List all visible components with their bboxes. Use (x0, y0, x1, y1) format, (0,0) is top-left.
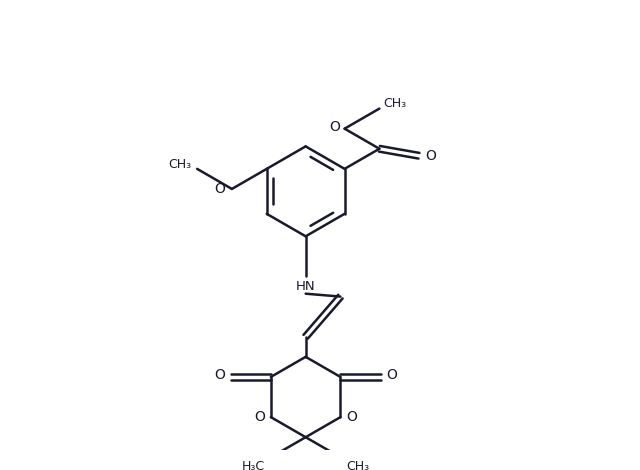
Text: O: O (254, 410, 265, 424)
Text: O: O (387, 368, 397, 382)
Text: CH₃: CH₃ (168, 157, 191, 171)
Text: O: O (346, 410, 357, 424)
Text: O: O (425, 149, 436, 163)
Text: CH₃: CH₃ (346, 460, 369, 470)
Text: O: O (214, 182, 225, 196)
Text: H₃C: H₃C (242, 460, 265, 470)
Text: O: O (330, 120, 340, 134)
Text: O: O (214, 368, 225, 382)
Text: HN: HN (296, 280, 316, 292)
Text: CH₃: CH₃ (383, 97, 406, 110)
